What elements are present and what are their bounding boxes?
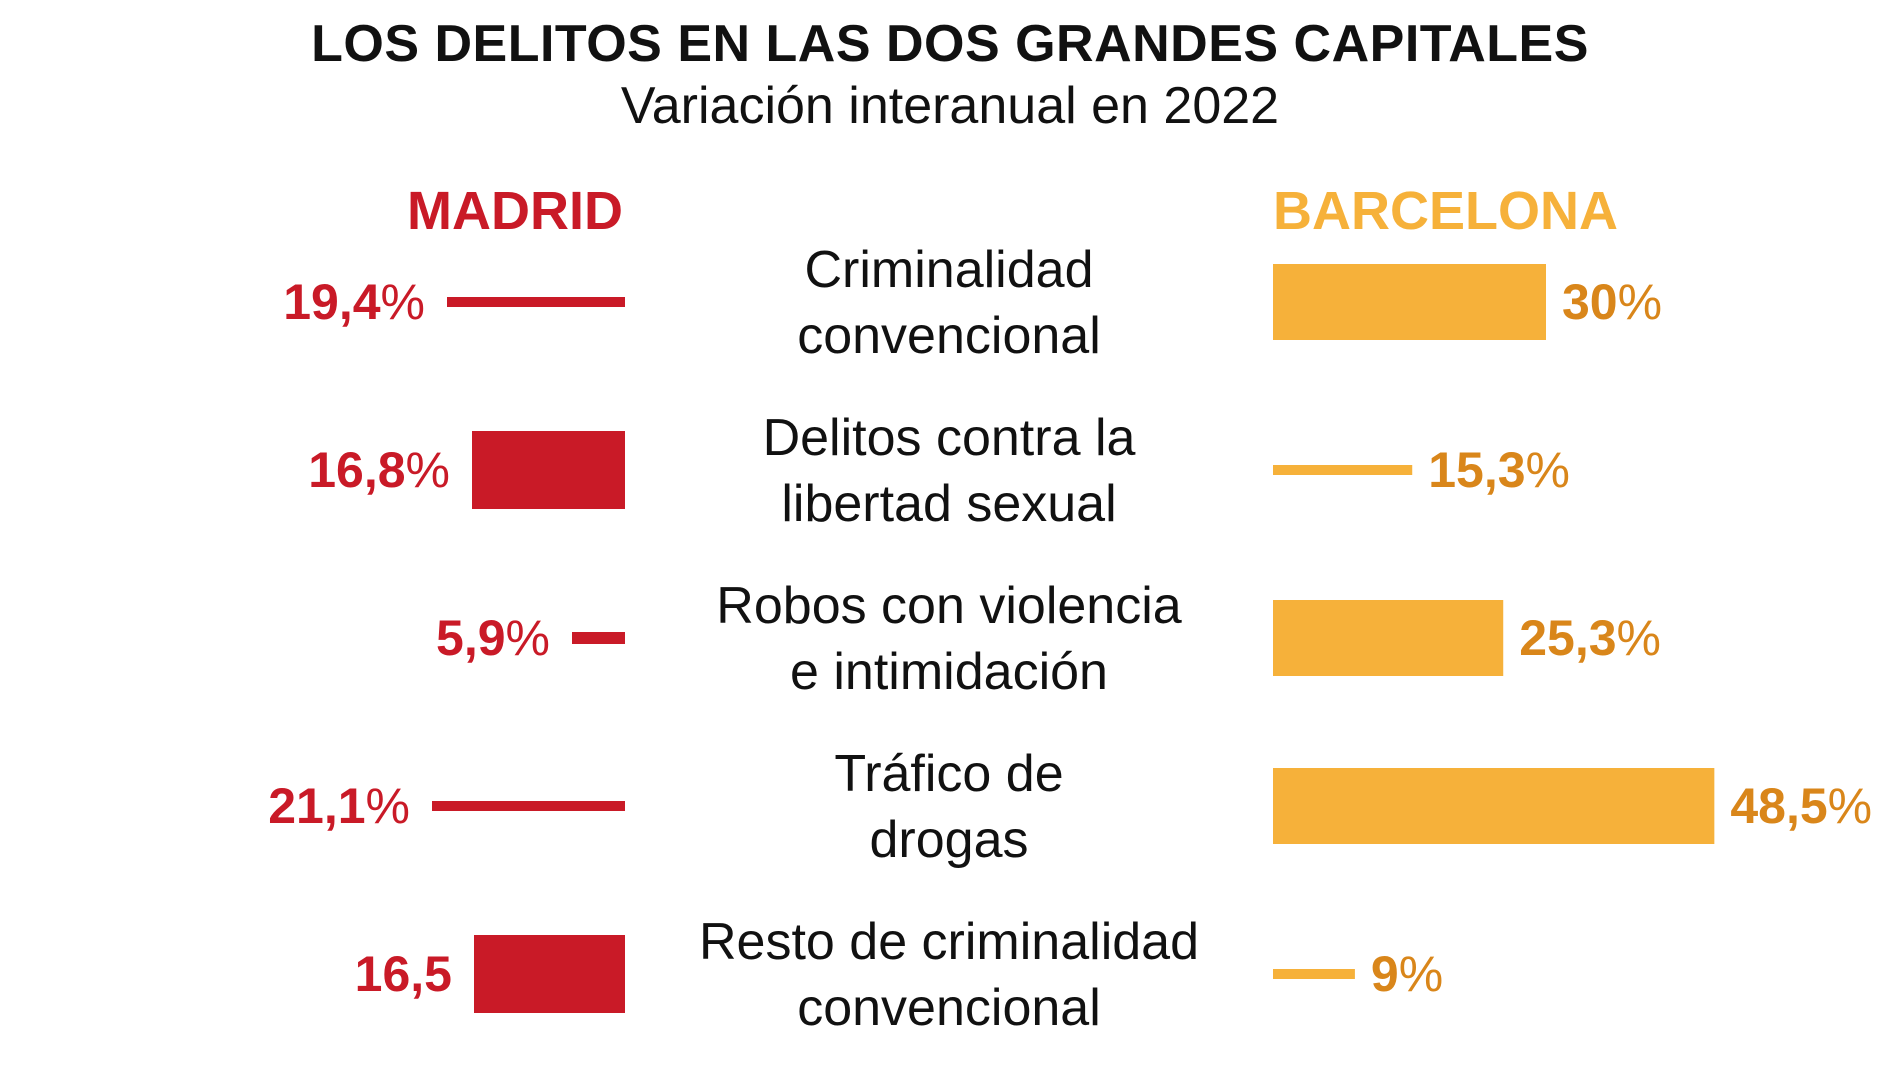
barcelona-bar bbox=[1273, 465, 1413, 475]
madrid-bar bbox=[447, 297, 625, 307]
barcelona-bar bbox=[1273, 969, 1355, 979]
category-label: libertad sexual bbox=[781, 475, 1116, 533]
barcelona-bar bbox=[1273, 264, 1546, 340]
category-label: Delitos contra la bbox=[763, 409, 1136, 467]
madrid-bar bbox=[474, 935, 625, 1013]
barcelona-value-label: 15,3% bbox=[1428, 442, 1570, 498]
category-label: convencional bbox=[797, 307, 1101, 365]
madrid-bar bbox=[432, 801, 625, 811]
madrid-value-label: 16,8% bbox=[308, 442, 450, 498]
madrid-value-label: 16,5 bbox=[355, 946, 452, 1002]
chart-title: LOS DELITOS EN LAS DOS GRANDES CAPITALES bbox=[311, 15, 1589, 73]
madrid-value-label: 19,4% bbox=[283, 274, 425, 330]
barcelona-value-label: 9% bbox=[1371, 946, 1443, 1002]
category-label: Criminalidad bbox=[805, 241, 1094, 299]
category-label: Robos con violencia bbox=[716, 577, 1181, 635]
madrid-value-label: 5,9% bbox=[436, 610, 550, 666]
category-label: drogas bbox=[870, 811, 1029, 869]
category-label: e intimidación bbox=[790, 643, 1108, 701]
barcelona-bar bbox=[1273, 768, 1715, 844]
barcelona-bar bbox=[1273, 600, 1504, 676]
category-label: Tráfico de bbox=[834, 745, 1063, 803]
barcelona-value-label: 48,5% bbox=[1730, 778, 1872, 834]
barcelona-series-header: BARCELONA bbox=[1273, 181, 1618, 241]
barcelona-value-label: 30% bbox=[1562, 274, 1662, 330]
category-label: Resto de criminalidad bbox=[699, 913, 1199, 971]
madrid-series-header: MADRID bbox=[407, 181, 623, 241]
madrid-bar bbox=[572, 632, 625, 644]
chart-subtitle: Variación interanual en 2022 bbox=[620, 77, 1280, 135]
madrid-value-label: 21,1% bbox=[268, 778, 410, 834]
category-label: convencional bbox=[797, 979, 1101, 1037]
barcelona-value-label: 25,3% bbox=[1519, 610, 1661, 666]
madrid-bar bbox=[472, 431, 625, 509]
